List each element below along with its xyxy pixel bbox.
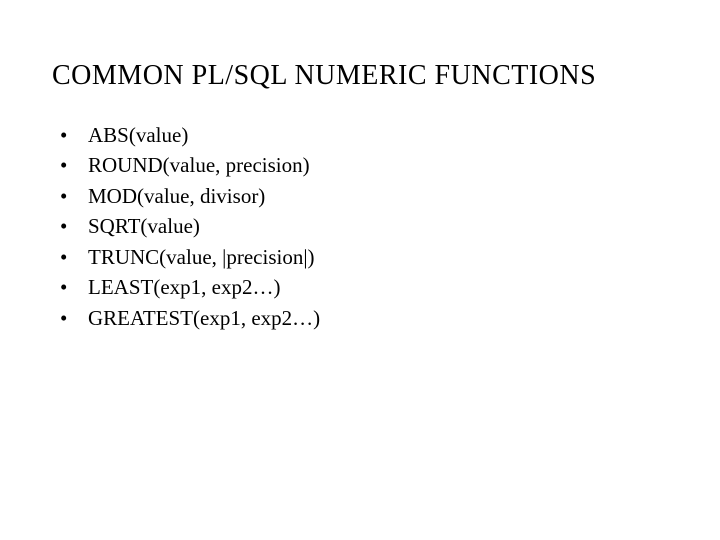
list-item: • GREATEST(exp1, exp2…) — [60, 303, 668, 333]
bullet-icon: • — [60, 303, 88, 333]
list-item: • TRUNC(value, |precision|) — [60, 242, 668, 272]
list-item: • SQRT(value) — [60, 211, 668, 241]
list-item: • MOD(value, divisor) — [60, 181, 668, 211]
slide-title: COMMON PL/SQL NUMERIC FUNCTIONS — [52, 60, 668, 92]
function-list: • ABS(value) • ROUND(value, precision) •… — [52, 120, 668, 333]
bullet-icon: • — [60, 272, 88, 302]
list-item: • ROUND(value, precision) — [60, 150, 668, 180]
list-item-text: MOD(value, divisor) — [88, 181, 668, 211]
list-item-text: GREATEST(exp1, exp2…) — [88, 303, 668, 333]
list-item: • LEAST(exp1, exp2…) — [60, 272, 668, 302]
bullet-icon: • — [60, 211, 88, 241]
bullet-icon: • — [60, 120, 88, 150]
bullet-icon: • — [60, 181, 88, 211]
list-item-text: LEAST(exp1, exp2…) — [88, 272, 668, 302]
list-item-text: ROUND(value, precision) — [88, 150, 668, 180]
list-item-text: SQRT(value) — [88, 211, 668, 241]
list-item-text: ABS(value) — [88, 120, 668, 150]
list-item-text: TRUNC(value, |precision|) — [88, 242, 668, 272]
bullet-icon: • — [60, 242, 88, 272]
list-item: • ABS(value) — [60, 120, 668, 150]
bullet-icon: • — [60, 150, 88, 180]
